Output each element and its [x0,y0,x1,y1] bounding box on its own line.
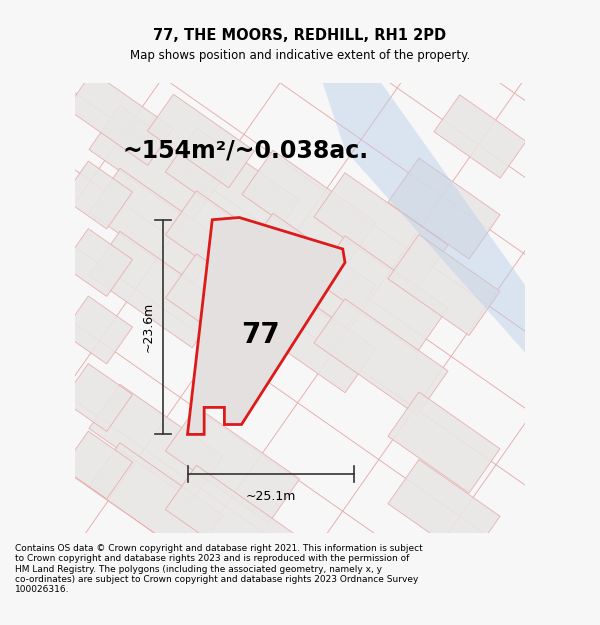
Polygon shape [62,229,133,296]
Polygon shape [434,95,526,178]
Polygon shape [67,72,173,166]
Text: 77, THE MOORS, REDHILL, RH1 2PD: 77, THE MOORS, REDHILL, RH1 2PD [154,28,446,43]
Polygon shape [388,459,500,561]
Polygon shape [242,213,376,330]
Polygon shape [89,231,223,348]
Polygon shape [166,127,299,244]
Polygon shape [166,407,299,523]
Polygon shape [323,82,525,352]
Polygon shape [89,442,223,559]
Polygon shape [388,392,500,493]
Polygon shape [62,296,133,364]
Polygon shape [62,431,133,499]
Polygon shape [62,364,133,431]
Polygon shape [89,105,223,222]
Polygon shape [166,254,299,370]
Polygon shape [314,299,448,415]
Polygon shape [148,94,254,188]
Text: ~25.1m: ~25.1m [245,490,296,502]
Polygon shape [388,158,500,259]
Text: Contains OS data © Crown copyright and database right 2021. This information is : Contains OS data © Crown copyright and d… [15,544,423,594]
Polygon shape [314,173,448,289]
Text: 77: 77 [241,321,280,349]
Polygon shape [242,150,376,267]
Text: ~154m²/~0.038ac.: ~154m²/~0.038ac. [123,138,369,162]
Text: Map shows position and indicative extent of the property.: Map shows position and indicative extent… [130,49,470,61]
Polygon shape [89,384,223,501]
Polygon shape [166,191,299,308]
Polygon shape [388,234,500,336]
Polygon shape [242,276,376,392]
Polygon shape [166,465,299,582]
Polygon shape [314,236,448,352]
Polygon shape [62,161,133,229]
Polygon shape [187,217,345,434]
Polygon shape [89,168,223,285]
Text: ~23.6m: ~23.6m [142,302,155,352]
